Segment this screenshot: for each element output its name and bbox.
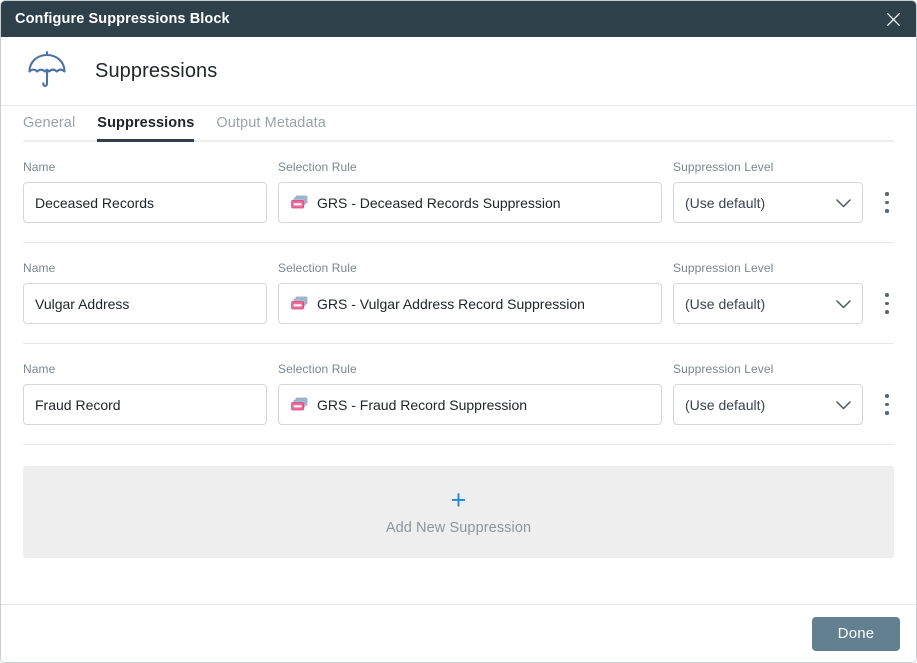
selection-rule-field-group: Selection Rule GRS - Vulgar Address Reco… [278, 261, 662, 324]
add-new-suppression-label: Add New Suppression [385, 520, 532, 536]
suppression-level-label: Suppression Level [673, 160, 774, 174]
umbrella-icon [23, 47, 71, 95]
tab-output-metadata[interactable]: Output Metadata [216, 115, 326, 131]
selection-rule-input[interactable]: GRS - Deceased Records Suppression [278, 182, 662, 223]
chevron-down-icon [836, 397, 851, 413]
selection-rule-value: GRS - Deceased Records Suppression [317, 194, 561, 211]
suppression-level-value: (Use default) [685, 194, 766, 211]
selection-rule-value: GRS - Fraud Record Suppression [317, 396, 528, 413]
suppression-level-field-group: Suppression Level (Use default) [673, 362, 863, 425]
chevron-down-icon [836, 195, 851, 211]
plus-icon: + [450, 485, 467, 515]
suppression-level-label: Suppression Level [673, 362, 774, 376]
suppression-rule-icon [290, 194, 308, 212]
suppression-rule-icon [290, 295, 308, 313]
suppression-level-field-group: Suppression Level (Use default) [673, 160, 863, 223]
name-input[interactable]: Vulgar Address [23, 283, 267, 324]
table-row: Name Fraud Record Selection Rule GRS - F… [23, 344, 894, 445]
suppression-level-label: Suppression Level [673, 261, 774, 275]
tab-general[interactable]: General [23, 115, 76, 131]
chevron-down-icon [836, 296, 851, 312]
name-input[interactable]: Fraud Record [23, 384, 267, 425]
name-input[interactable]: Deceased Records [23, 182, 267, 223]
name-field-group: Name Vulgar Address [23, 261, 267, 324]
dialog-footer: Done [1, 604, 916, 662]
dialog-title: Configure Suppressions Block [15, 11, 230, 27]
suppression-level-select[interactable]: (Use default) [673, 283, 863, 324]
name-field-group: Name Deceased Records [23, 160, 267, 223]
suppression-rule-icon [290, 396, 308, 414]
name-label: Name [23, 261, 56, 275]
kebab-menu-icon[interactable] [872, 283, 902, 324]
selection-rule-label: Selection Rule [278, 261, 357, 275]
selection-rule-label: Selection Rule [278, 362, 357, 376]
suppression-level-value: (Use default) [685, 396, 766, 413]
selection-rule-field-group: Selection Rule GRS - Fraud Record Suppre… [278, 362, 662, 425]
selection-rule-input[interactable]: GRS - Fraud Record Suppression [278, 384, 662, 425]
suppression-level-select[interactable]: (Use default) [673, 182, 863, 223]
selection-rule-label: Selection Rule [278, 160, 357, 174]
selection-rule-value: GRS - Vulgar Address Record Suppression [317, 295, 585, 312]
suppression-level-select[interactable]: (Use default) [673, 384, 863, 425]
dialog-titlebar: Configure Suppressions Block [1, 1, 916, 37]
table-row: Name Deceased Records Selection Rule GRS… [23, 142, 894, 243]
name-label: Name [23, 362, 56, 376]
kebab-menu-icon[interactable] [872, 182, 902, 223]
suppression-level-value: (Use default) [685, 295, 766, 312]
name-field-group: Name Fraud Record [23, 362, 267, 425]
page-title: Suppressions [95, 59, 218, 82]
dialog-header: Suppressions [1, 37, 916, 106]
suppressions-list: Name Deceased Records Selection Rule GRS… [1, 142, 916, 604]
suppression-level-field-group: Suppression Level (Use default) [673, 261, 863, 324]
kebab-menu-icon[interactable] [872, 384, 902, 425]
table-row: Name Vulgar Address Selection Rule GRS -… [23, 243, 894, 344]
done-button[interactable]: Done [812, 616, 900, 651]
selection-rule-input[interactable]: GRS - Vulgar Address Record Suppression [278, 283, 662, 324]
close-icon[interactable] [870, 1, 916, 37]
add-new-suppression-button[interactable]: + Add New Suppression [23, 466, 894, 558]
tabs-container: General Suppressions Output Metadata [1, 106, 916, 142]
name-label: Name [23, 160, 56, 174]
tab-suppressions[interactable]: Suppressions [97, 115, 195, 142]
selection-rule-field-group: Selection Rule GRS - Deceased Records Su… [278, 160, 662, 223]
